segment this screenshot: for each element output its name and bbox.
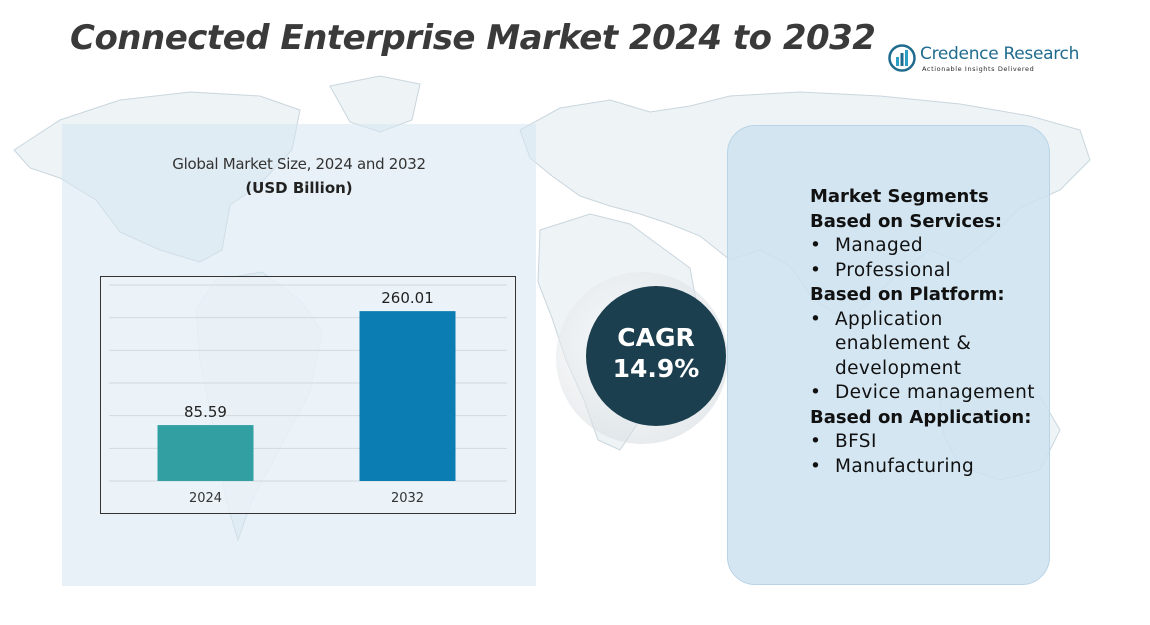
cagr-text: CAGR 14.9% <box>586 322 726 384</box>
segment-item-label: BFSI <box>835 431 877 452</box>
segment-item: • BFSI <box>810 431 877 452</box>
segment-item-label: Device management <box>835 382 1035 403</box>
segment-item: • Professional <box>810 259 951 281</box>
segment-item: • Application enablement & development <box>810 308 972 379</box>
cagr-badge <box>556 272 728 444</box>
bar-2024 <box>157 425 254 481</box>
bar-chart: 85.59 2024 260.01 2032 <box>100 276 516 514</box>
cagr-value: 14.9% <box>612 354 700 383</box>
segments-title: Market Segments <box>810 186 989 207</box>
page-title: Connected Enterprise Market 2024 to 2032 <box>70 18 876 58</box>
bar-chart-svg: 85.59 2024 260.01 2032 <box>109 284 507 506</box>
brand-tagline: Actionable Insights Delivered <box>922 65 1035 73</box>
brand-bars-icon <box>888 44 916 72</box>
chart-unit-label: (USD Billion) <box>245 179 353 197</box>
brand-logo-block: Credence Research Actionable Insights De… <box>888 44 1080 76</box>
segment-item-label: Manufacturing <box>835 455 975 477</box>
segment-item-label: Application enablement & development <box>835 308 972 379</box>
segments-panel <box>727 125 1050 585</box>
segment-heading-services: Based on Services: <box>810 210 1003 232</box>
segment-item-label: Professional <box>835 259 951 281</box>
segment-item: • Manufacturing <box>810 455 975 477</box>
x-tick-label-2024: 2024 <box>189 491 222 506</box>
data-label-2024: 85.59 <box>184 403 227 421</box>
x-tick-label-2032: 2032 <box>391 491 424 506</box>
segment-item: • Device management <box>810 382 1035 403</box>
segment-item: • Managed <box>810 235 924 256</box>
segment-heading-application: Based on Application: <box>810 406 1032 428</box>
chart-subtitle: Global Market Size, 2024 and 2032 <box>172 155 426 173</box>
segments-list: Market Segments Based on Services: • Mana… <box>810 185 1050 479</box>
segment-heading-platform: Based on Platform: <box>810 284 1005 305</box>
cagr-label: CAGR <box>617 323 695 352</box>
data-label-2032: 260.01 <box>381 289 434 307</box>
bar-2032 <box>359 311 456 481</box>
brand-name: Credence Research <box>920 44 1080 64</box>
segment-item-label: Managed <box>835 235 924 256</box>
cagr-circle <box>586 286 726 426</box>
